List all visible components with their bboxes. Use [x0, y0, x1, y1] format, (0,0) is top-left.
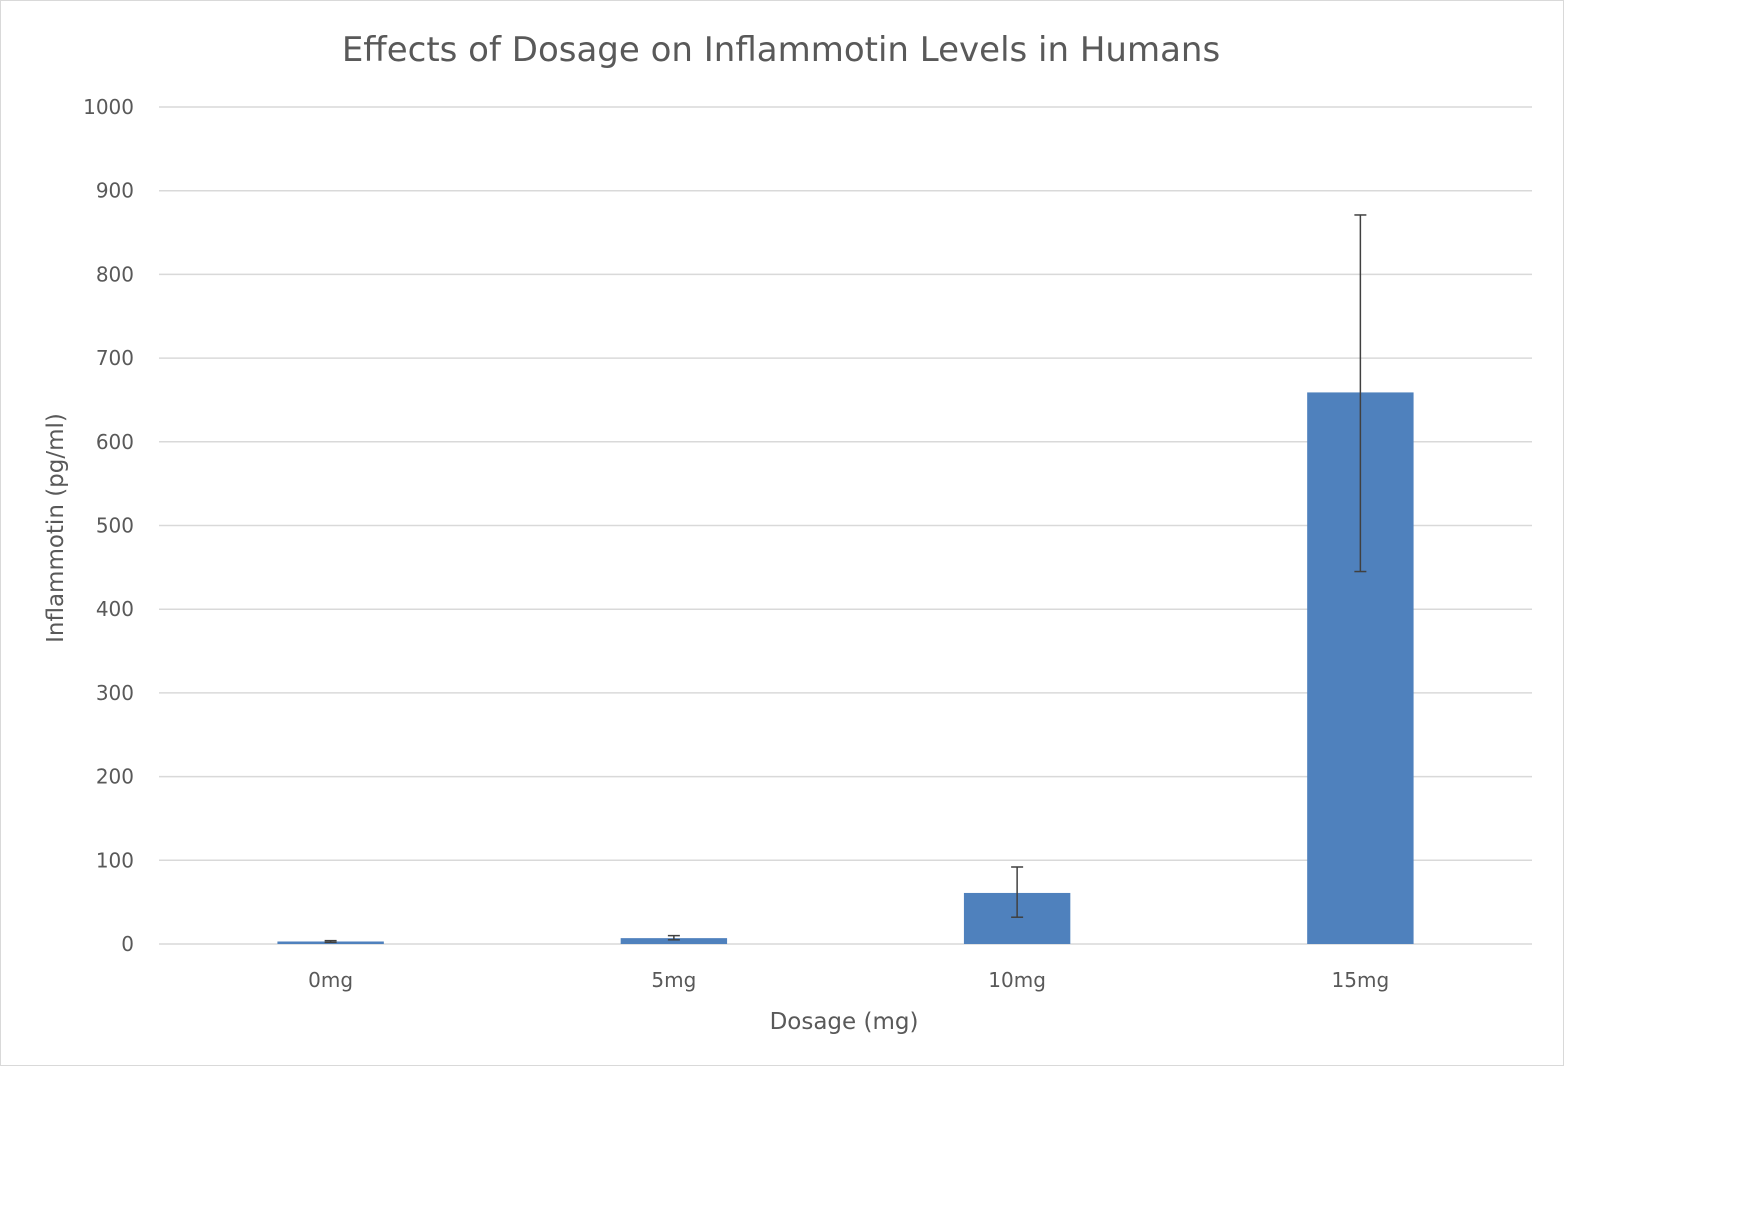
y-axis-title: Inflammotin (pg/ml): [43, 413, 69, 643]
y-tick-label: 400: [96, 597, 134, 621]
y-tick-label: 600: [96, 430, 134, 454]
y-tick-label: 500: [96, 514, 134, 538]
y-tick-label: 700: [96, 346, 134, 370]
error-bars: [324, 214, 1367, 944]
x-tick-label: 5mg: [651, 968, 696, 992]
error-bar: [1011, 866, 1024, 918]
bars: [277, 392, 1414, 944]
bar-chart: Effects of Dosage on Inflammotin Levels …: [43, 30, 1532, 1035]
error-bar: [667, 934, 680, 941]
y-tick-label: 100: [96, 848, 134, 872]
x-tick-label: 10mg: [988, 968, 1046, 992]
y-axis-ticks: 0 100 200 300 400 500 600 700 800 900 1000: [83, 95, 134, 956]
y-tick-label: 300: [96, 681, 134, 705]
y-tick-label: 900: [96, 179, 134, 203]
error-bar: [1354, 214, 1367, 573]
x-tick-label: 0mg: [308, 968, 353, 992]
bar: [620, 938, 728, 944]
x-axis-title: Dosage (mg): [770, 1009, 919, 1035]
y-tick-label: 0: [121, 932, 134, 956]
y-tick-label: 1000: [83, 95, 134, 119]
y-tick-label: 800: [96, 262, 134, 286]
chart-frame: Effects of Dosage on Inflammotin Levels …: [0, 0, 1564, 1066]
error-bar: [324, 939, 337, 944]
y-tick-label: 200: [96, 765, 134, 789]
chart-title: Effects of Dosage on Inflammotin Levels …: [342, 30, 1220, 70]
gridlines: [159, 106, 1532, 945]
x-axis-ticks: 0mg 5mg 10mg 15mg: [308, 968, 1389, 992]
x-tick-label: 15mg: [1332, 968, 1390, 992]
